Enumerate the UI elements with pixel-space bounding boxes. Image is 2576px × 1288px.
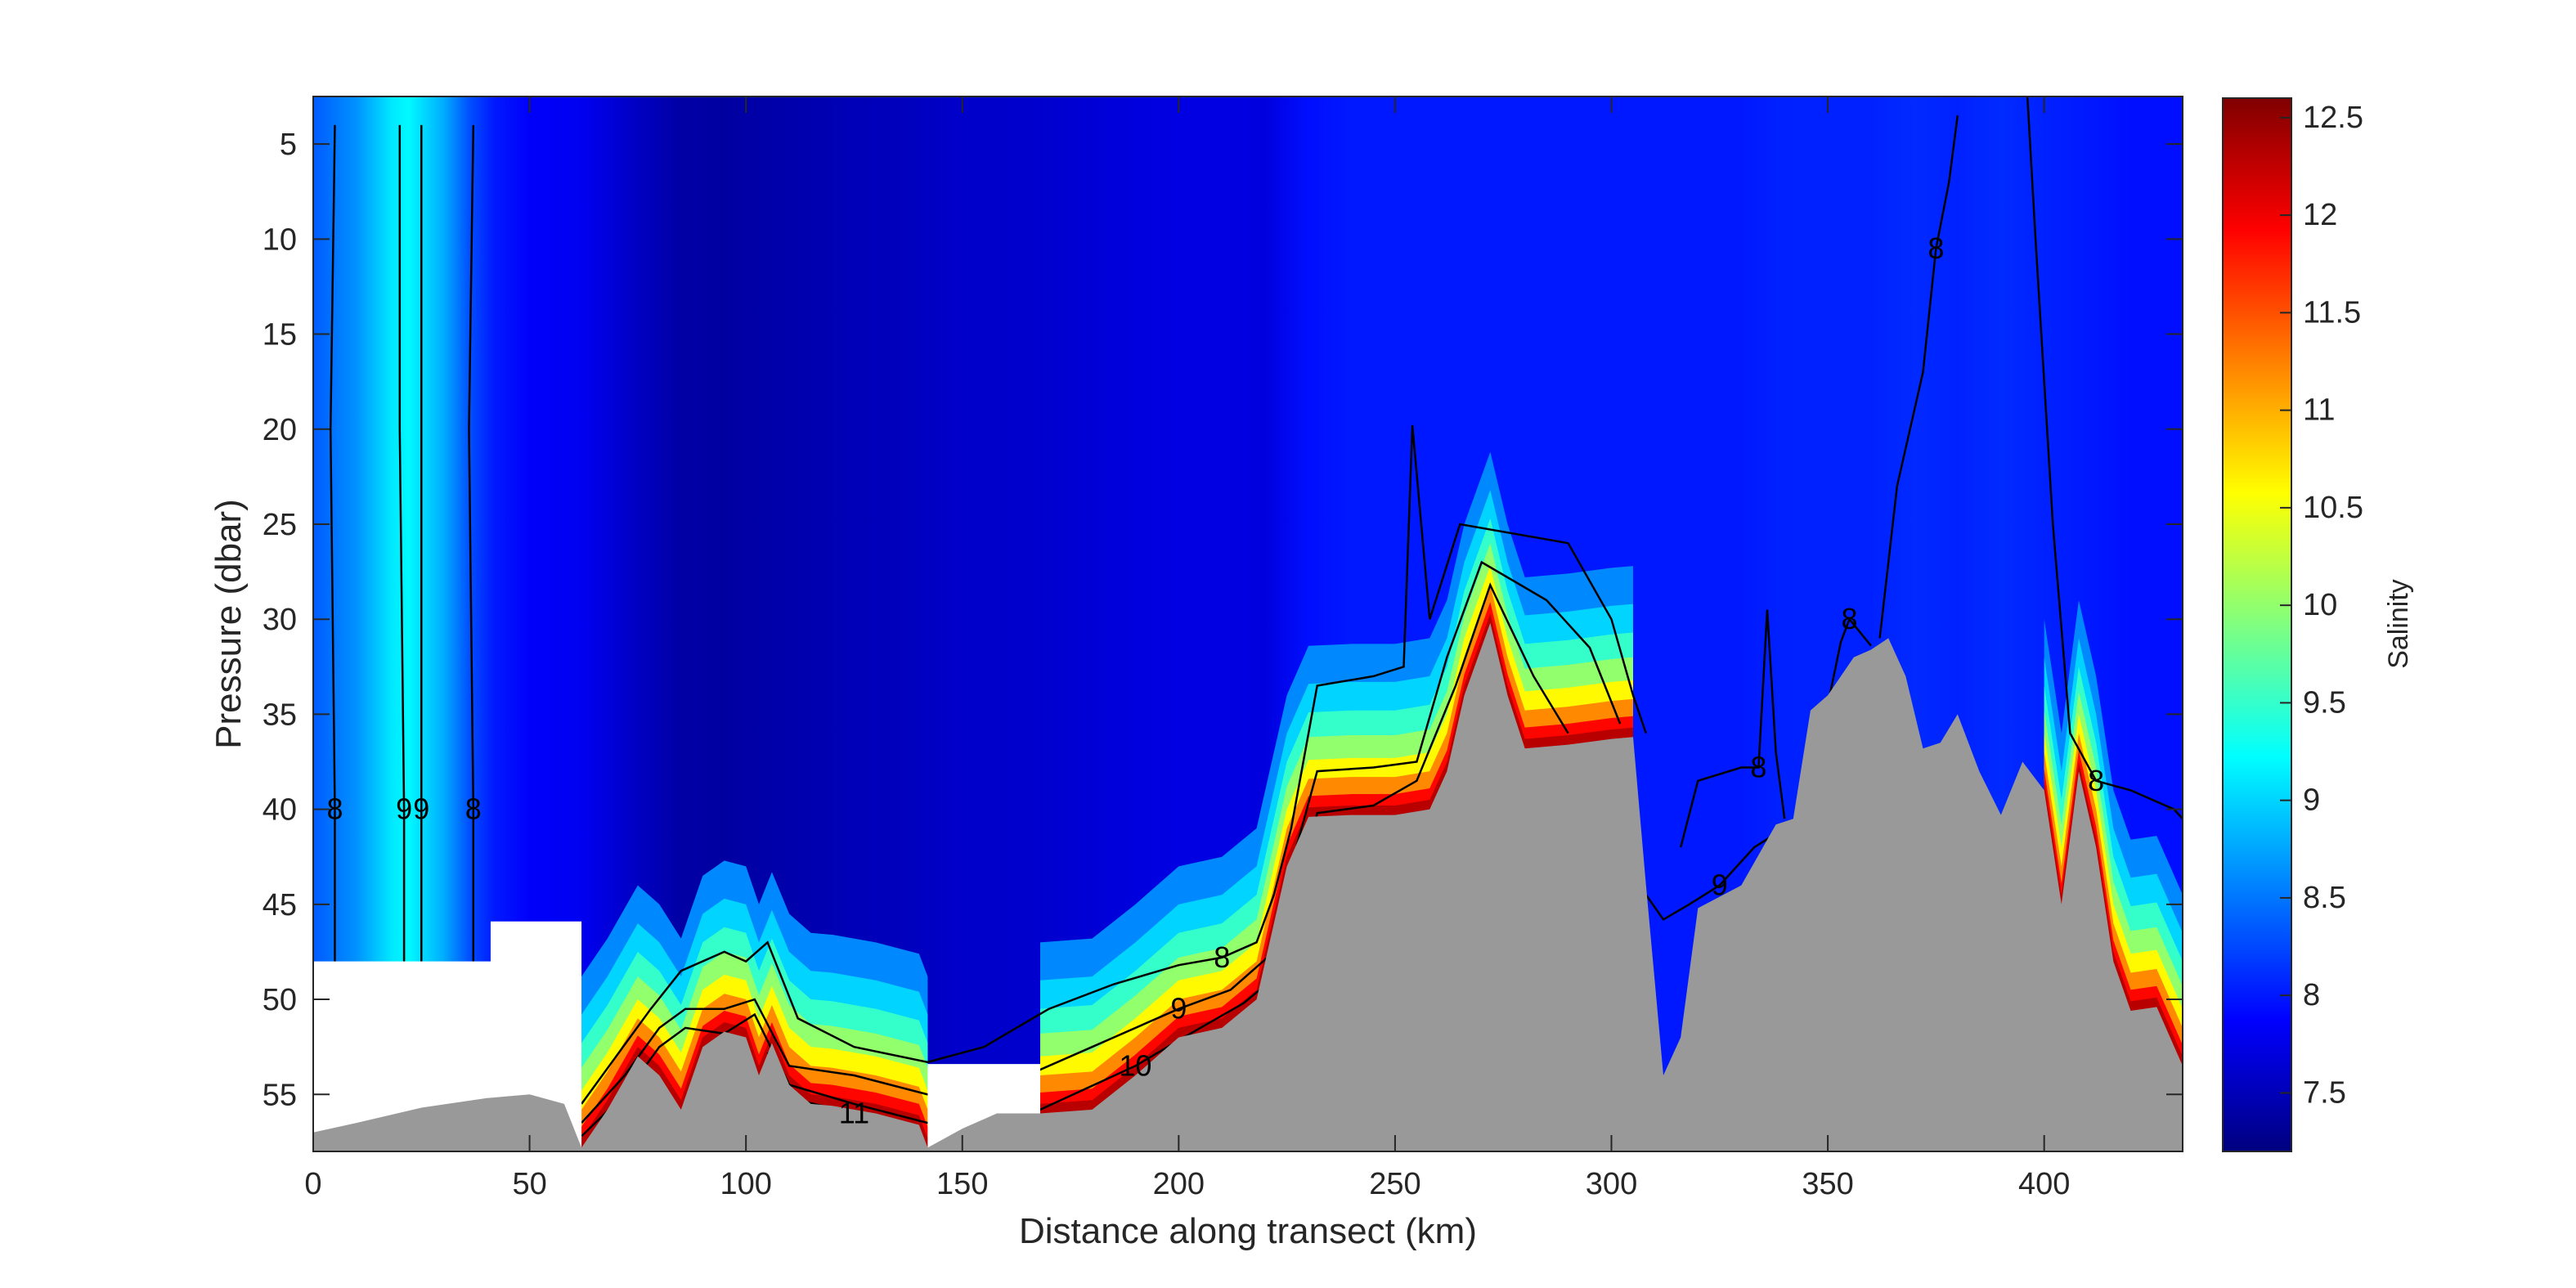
y-tick-label: 35	[263, 698, 297, 732]
salinity-band	[1040, 585, 1633, 1133]
contour-lines	[329, 96, 2183, 1138]
x-tick-label: 150	[936, 1167, 988, 1201]
contour-label: 9	[413, 792, 429, 826]
colorbar-tick-label: 12.5	[2303, 101, 2363, 135]
y-axis: 5 10 15 20 25 30 35 40 45 50 55	[263, 128, 2183, 1112]
contour-label: 8	[326, 792, 343, 826]
contour-label: 8	[1750, 750, 1766, 783]
colorbar-tick-label: 12	[2303, 198, 2337, 232]
data-gap	[313, 921, 582, 1151]
y-tick-label: 10	[263, 222, 297, 257]
contour-line	[1878, 115, 1959, 639]
plot-frame	[312, 96, 2183, 1152]
colorbar-label: Salinity	[2383, 579, 2414, 669]
contour-label: 9	[1170, 992, 1187, 1025]
contour-label: 8	[2088, 764, 2104, 797]
y-tick-label: 25	[263, 508, 297, 542]
contour-label: 8	[1928, 231, 1944, 265]
contour-label: 8	[1214, 940, 1230, 974]
colorbar-tick-label: 7.5	[2303, 1075, 2346, 1110]
colorbar-tick-label: 10.5	[2303, 491, 2363, 525]
colorbar-ticks: 7.5 8 8.5 9 9.5 10 10.5 11 11.5 12 12.5	[2280, 101, 2363, 1110]
contour-line	[398, 124, 406, 962]
contour-line	[581, 582, 1569, 1138]
x-axis-label: Distance along transect (km)	[1019, 1211, 1477, 1251]
contour-label: 8	[1842, 602, 1858, 635]
x-tick-label: 200	[1153, 1167, 1205, 1201]
colorbar-tick-label: 9	[2303, 783, 2320, 818]
colorbar-tick-label: 9.5	[2303, 685, 2346, 720]
contour-label: 10	[1119, 1048, 1151, 1082]
x-tick-label: 0	[304, 1167, 321, 1201]
colorbar-tick-label: 8	[2303, 978, 2320, 1012]
x-tick-label: 100	[720, 1167, 771, 1201]
y-tick-label: 55	[263, 1078, 297, 1112]
salinity-band	[1040, 566, 1633, 1133]
contour-line	[468, 124, 475, 962]
x-tick-label: 300	[1586, 1167, 1637, 1201]
contour-line	[2026, 96, 2183, 820]
y-tick-label: 45	[263, 888, 297, 922]
colorbar-tick-label: 10	[2303, 588, 2337, 622]
y-tick-label: 5	[280, 128, 297, 162]
y-tick-label: 50	[263, 983, 297, 1017]
contour-label: 8	[465, 792, 482, 826]
salinity-band	[2044, 761, 2183, 1085]
seafloor-mask	[313, 622, 2183, 1151]
colorbar-tick-label: 11.5	[2303, 295, 2361, 330]
x-tick-label: 50	[512, 1167, 546, 1201]
x-tick-label: 400	[2018, 1167, 2070, 1201]
contour-label: 9	[1712, 868, 1728, 902]
y-tick-label: 30	[263, 603, 297, 637]
contour-line	[581, 560, 1622, 1124]
colorbar: 7.5 8 8.5 9 9.5 10 10.5 11 11.5 12 12.5 Salinity	[2222, 97, 2414, 1152]
x-axis: 0 50 100 150 200 250 300 350 400	[304, 96, 2070, 1201]
contour-line	[581, 424, 1647, 1105]
y-tick-label: 40	[263, 793, 297, 828]
y-axis-label: Pressure (dbar)	[209, 499, 249, 749]
colorbar-ramp	[2222, 97, 2292, 1152]
y-tick-label: 20	[263, 413, 297, 447]
contour-line	[1826, 617, 1872, 706]
contour-label: 11	[839, 1097, 869, 1130]
colorbar-tick-label: 11	[2303, 393, 2335, 428]
x-tick-label: 250	[1369, 1167, 1420, 1201]
x-tick-label: 350	[1802, 1167, 1853, 1201]
contour-label: 9	[396, 792, 412, 826]
contour-line	[329, 124, 336, 962]
y-tick-label: 15	[263, 318, 297, 352]
contour-line	[1679, 609, 1786, 848]
colorbar-tick-label: 8.5	[2303, 881, 2346, 915]
